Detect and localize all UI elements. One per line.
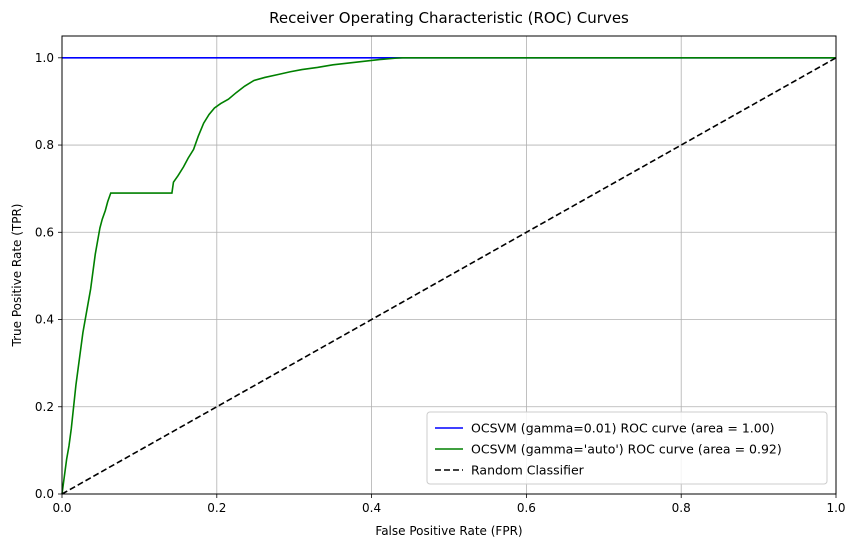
y-tick-label: 0.2: [35, 400, 54, 414]
plot-frame: [61, 35, 837, 495]
chart-title: Receiver Operating Characteristic (ROC) …: [269, 9, 629, 27]
legend-box: [426, 411, 828, 485]
x-tick-label: 0.2: [207, 501, 226, 515]
y-tick-label: 0.6: [35, 225, 54, 239]
x-tick-label: 0.4: [362, 501, 381, 515]
legend-label: OCSVM (gamma='auto') ROC curve (area = 0…: [471, 442, 782, 457]
y-tick-label: 0.4: [35, 313, 54, 327]
y-tick-label: 0.0: [35, 487, 54, 501]
y-tick-label: 0.8: [35, 138, 54, 152]
x-tick-label: 0.6: [517, 501, 536, 515]
legend: OCSVM (gamma=0.01) ROC curve (area = 1.0…: [426, 411, 828, 485]
series-line-ocsvm-gamma-auto-roc-curve-area-0-92: [61, 57, 836, 495]
legend-label: Random Classifier: [471, 463, 585, 478]
y-axis-label: True Positive Rate (TPR): [10, 204, 24, 348]
ticks: 0.0 0.2 0.4 0.6 0.8 1.0 0.0 0.2 0.4 0.6 0.8 1.0: [35, 51, 846, 515]
x-tick-label: 0.0: [52, 501, 71, 515]
legend-label: OCSVM (gamma=0.01) ROC curve (area = 1.0…: [471, 421, 775, 436]
x-axis-label: False Positive Rate (FPR): [375, 524, 522, 538]
x-tick-label: 1.0: [826, 501, 845, 515]
y-tick-label: 1.0: [35, 51, 54, 65]
series-line-random-classifier: [61, 57, 837, 495]
x-tick-label: 0.8: [672, 501, 691, 515]
series-layer: [61, 57, 837, 495]
